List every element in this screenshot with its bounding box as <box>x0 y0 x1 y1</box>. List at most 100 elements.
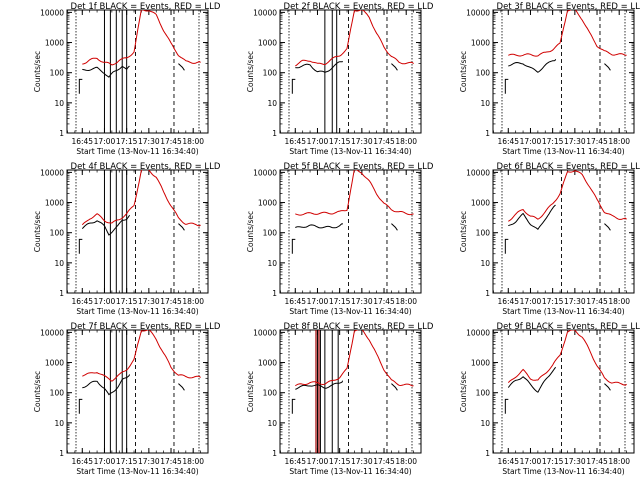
x-tick-label: 16:45 <box>71 137 93 146</box>
x-tick-label: 16:45 <box>497 297 519 306</box>
y-tick-label: 100 <box>476 229 491 238</box>
y-axis-label: Counts/sec <box>459 371 468 412</box>
events-end-segment <box>391 223 398 231</box>
y-tick-label: 10000 <box>253 328 277 337</box>
panel-9: Det 9f BLACK = Events, RED = LLD 1 10 100 10… <box>459 322 640 476</box>
events-end-segment <box>391 63 398 71</box>
x-tick-label: 17:00 <box>520 297 542 306</box>
y-tick-label: 10 <box>267 419 277 428</box>
y-tick-label: 10 <box>54 419 64 428</box>
y-axis-label: Counts/sec <box>459 51 468 92</box>
y-tick-label: 100 <box>476 389 491 398</box>
y-tick-label: 10 <box>480 259 490 268</box>
y-tick-label: 1000 <box>471 359 490 368</box>
x-tick-label: 17:30 <box>564 297 586 306</box>
x-tick-label: 17:45 <box>160 457 182 466</box>
panel-2: Det 2f BLACK = Events, RED = LLD 1 10 100 10… <box>246 2 434 156</box>
x-tick-label: 17:15 <box>542 297 564 306</box>
x-tick-label: 17:15 <box>116 297 138 306</box>
series-line-events <box>295 60 343 73</box>
panel-axes-box <box>66 9 209 134</box>
events-end-segment <box>178 63 185 71</box>
events-start-segment <box>78 398 83 414</box>
panel-axes-box <box>66 169 209 294</box>
x-tick-label: 18:00 <box>608 457 630 466</box>
x-axis-label: Start Time (13-Nov-11 16:34:40) <box>289 467 411 476</box>
y-tick-label: 100 <box>263 229 278 238</box>
y-tick-label: 1 <box>272 289 277 298</box>
x-axis-label: Start Time (13-Nov-11 16:34:40) <box>76 467 198 476</box>
y-tick-label: 1 <box>485 289 490 298</box>
y-tick-label: 10000 <box>466 328 490 337</box>
y-tick-label: 10000 <box>40 8 64 17</box>
x-tick-label: 17:15 <box>329 297 351 306</box>
series-line-events <box>295 222 344 229</box>
series-line-lld <box>508 10 627 57</box>
y-tick-label: 10 <box>54 99 64 108</box>
y-tick-label: 1000 <box>45 359 64 368</box>
x-tick-label: 17:45 <box>160 297 182 306</box>
events-start-segment <box>291 78 296 94</box>
y-tick-label: 100 <box>263 69 278 78</box>
x-tick-label: 17:00 <box>520 137 542 146</box>
y-tick-label: 1000 <box>258 359 277 368</box>
events-start-segment <box>504 78 509 94</box>
x-tick-label: 17:15 <box>542 457 564 466</box>
panel-8: Det 8f BLACK = Events, RED = LLD 1 10 100 10… <box>246 322 434 476</box>
panel-7: Det 7f BLACK = Events, RED = LLD 1 10 100 10… <box>33 322 221 476</box>
x-tick-label: 17:30 <box>351 457 373 466</box>
x-tick-label: 18:00 <box>395 137 417 146</box>
x-tick-label: 17:30 <box>351 137 373 146</box>
panel-title: Det 2f BLACK = Events, RED = LLD <box>284 2 434 12</box>
panel-title: Det 5f BLACK = Events, RED = LLD <box>284 162 434 172</box>
events-end-segment <box>178 223 185 231</box>
x-tick-label: 16:45 <box>71 457 93 466</box>
x-tick-label: 18:00 <box>608 137 630 146</box>
y-tick-label: 100 <box>50 229 65 238</box>
x-tick-label: 17:45 <box>160 137 182 146</box>
y-axis-label: Counts/sec <box>33 51 42 92</box>
y-tick-label: 10000 <box>40 168 64 177</box>
y-tick-label: 1 <box>272 129 277 138</box>
panel-1: Det 1f BLACK = Events, RED = LLD 1 10 100 10… <box>33 2 221 156</box>
panel-title: Det 6f BLACK = Events, RED = LLD <box>497 162 640 172</box>
x-tick-label: 17:00 <box>94 297 116 306</box>
y-tick-label: 1 <box>485 449 490 458</box>
x-tick-label: 16:45 <box>284 457 306 466</box>
panel-plot-area <box>75 170 201 293</box>
x-tick-label: 16:45 <box>284 137 306 146</box>
panel-plot-area <box>501 170 627 293</box>
series-line-events <box>295 380 344 390</box>
events-start-segment <box>504 238 509 254</box>
events-start-segment <box>504 398 509 414</box>
series-line-events <box>508 59 557 73</box>
series-line-events <box>82 65 130 78</box>
x-tick-label: 17:00 <box>94 137 116 146</box>
series-line-lld <box>295 330 414 387</box>
panel-axes-box <box>492 329 635 454</box>
panel-axes-box <box>492 9 635 134</box>
panel-plot-area <box>501 330 627 453</box>
x-tick-label: 17:45 <box>373 137 395 146</box>
x-axis-label: Start Time (13-Nov-11 16:34:40) <box>76 147 198 156</box>
events-end-segment <box>604 63 611 71</box>
x-tick-label: 17:15 <box>329 457 351 466</box>
x-axis-label: Start Time (13-Nov-11 16:34:40) <box>289 307 411 316</box>
y-axis-label: Counts/sec <box>246 51 255 92</box>
x-tick-label: 17:30 <box>351 297 373 306</box>
panel-5: Det 5f BLACK = Events, RED = LLD 1 10 100 10… <box>246 162 434 316</box>
x-tick-label: 17:15 <box>329 137 351 146</box>
y-tick-label: 1000 <box>258 39 277 48</box>
x-tick-label: 17:30 <box>138 137 160 146</box>
x-tick-label: 16:45 <box>71 297 93 306</box>
x-tick-label: 17:15 <box>116 457 138 466</box>
y-tick-label: 1000 <box>258 199 277 208</box>
y-tick-label: 10000 <box>466 8 490 17</box>
x-tick-label: 18:00 <box>182 137 204 146</box>
x-tick-label: 17:00 <box>520 457 542 466</box>
x-tick-label: 17:45 <box>586 457 608 466</box>
panel-title: Det 9f BLACK = Events, RED = LLD <box>497 322 640 332</box>
x-tick-label: 17:00 <box>307 137 329 146</box>
x-tick-label: 17:00 <box>307 297 329 306</box>
panel-plot-area <box>75 330 201 453</box>
